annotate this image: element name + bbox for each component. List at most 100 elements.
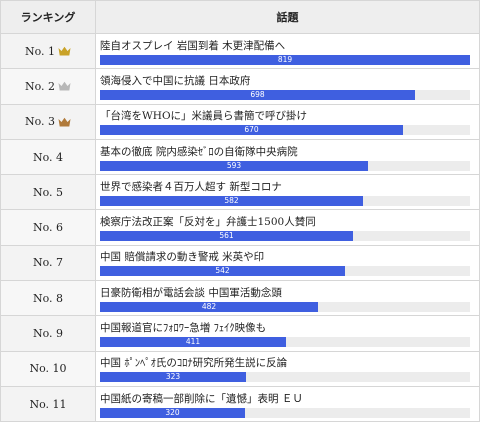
rank-label: No. 2: [24, 79, 56, 93]
rank-cell: No. 2: [0, 68, 96, 105]
topic-title-link[interactable]: 中国紙の寄稿一部削除に「遺憾」表明 ＥＵ: [100, 392, 303, 405]
table-row: No. 9 中国報道官にﾌｫﾛﾜｰ急増 ﾌｪｲｸ映像も 411: [0, 315, 480, 352]
rank-label-group: No. 9: [33, 327, 63, 340]
rank-label-group: No. 11: [29, 398, 66, 411]
rank-label: No. 1: [24, 44, 56, 58]
rank-label: No. 7: [32, 256, 64, 270]
score-value: 819: [277, 54, 293, 64]
table-row: No. 4 基本の徹底 院内感染ｾﾞﾛの自衛隊中央病院 593: [0, 138, 480, 176]
score-value: 542: [215, 266, 230, 276]
rank-label: No. 3: [24, 115, 56, 129]
topic-cell: 「台湾をWHOに」米議員ら書簡で呼び掛け 670: [95, 103, 480, 140]
topic-title-link[interactable]: 中国 ﾎﾟﾝﾍﾟｵ氏のｺﾛﾅ研究所発生説に反論: [100, 357, 288, 370]
score-bar: 411: [100, 337, 286, 348]
topic-cell: 日豪防衛相が電話会談 中国軍活動念頭 482: [95, 280, 480, 317]
score-bar-track: 819: [100, 54, 470, 65]
score-bar: 819: [100, 54, 470, 65]
topic-title-link[interactable]: 「台湾をWHOに」米議員ら書簡で呼び掛け: [100, 110, 308, 123]
rank-label-group: No. 1: [25, 45, 71, 58]
topic-cell: 基本の徹底 院内感染ｾﾞﾛの自衛隊中央病院 593: [95, 138, 480, 176]
score-bar-track: 670: [100, 125, 470, 136]
rank-label: No. 4: [32, 150, 64, 164]
rank-label-group: No. 10: [29, 362, 66, 375]
rank-label-group: No. 8: [33, 292, 63, 305]
table-row: No. 10 中国 ﾎﾟﾝﾍﾟｵ氏のｺﾛﾅ研究所発生説に反論 323: [0, 350, 480, 387]
score-bar: 670: [100, 125, 403, 136]
table-row: No. 8 日豪防衛相が電話会談 中国軍活動念頭 482: [0, 280, 480, 317]
score-bar: 320: [100, 407, 245, 418]
rank-cell: No. 4: [0, 138, 96, 176]
table-row: No. 5 世界で感染者４百万人超す 新型コロナ 582: [0, 174, 480, 211]
rank-label: No. 8: [32, 291, 64, 305]
rank-label-group: No. 5: [33, 186, 63, 199]
score-bar: 698: [100, 89, 415, 100]
topic-title-link[interactable]: 世界で感染者４百万人超す 新型コロナ: [100, 180, 282, 193]
topic-title-link[interactable]: 陸自オスプレイ 岩国到着 木更津配備へ: [100, 39, 286, 52]
score-bar-track: 593: [100, 160, 470, 171]
topic-title-link[interactable]: 基本の徹底 院内感染ｾﾞﾛの自衛隊中央病院: [100, 145, 298, 158]
score-bar: 561: [100, 231, 353, 242]
score-bar-track: 482: [100, 301, 470, 312]
score-bar-track: 698: [100, 89, 470, 100]
score-bar-track: 320: [100, 407, 470, 418]
score-value: 698: [250, 89, 265, 99]
score-bar: 542: [100, 266, 345, 277]
rank-cell: No. 5: [0, 174, 96, 211]
rank-cell: No. 6: [0, 209, 96, 246]
topic-column-header: 話題: [95, 0, 480, 34]
rank-cell: No. 10: [0, 350, 96, 387]
score-bar: 482: [100, 301, 318, 312]
rank-label: No. 9: [32, 327, 64, 341]
topic-cell: 領海侵入で中国に抗議 日本政府 698: [95, 68, 480, 105]
ranking-rows: No. 1 陸自オスプレイ 岩国到着 木更津配備へ 819 No. 2 領海侵入で中国に…: [0, 32, 480, 422]
rank-label: No. 10: [29, 362, 67, 376]
topic-title-link[interactable]: 中国報道官にﾌｫﾛﾜｰ急増 ﾌｪｲｸ映像も: [100, 322, 267, 335]
score-value: 561: [219, 231, 234, 241]
silver-crown-icon: [58, 82, 71, 91]
bronze-crown-icon: [58, 117, 71, 127]
rank-column-header: ランキング: [0, 0, 96, 34]
score-bar: 323: [100, 372, 246, 383]
score-bar-track: 323: [100, 372, 470, 383]
score-value: 593: [226, 160, 242, 170]
rank-cell: No. 7: [0, 244, 96, 282]
topic-cell: 中国紙の寄稿一部削除に「遺憾」表明 ＥＵ 320: [95, 385, 480, 422]
topic-cell: 検察庁法改正案「反対を」弁護士1500人賛同 561: [95, 209, 480, 246]
rank-cell: No. 3: [0, 103, 96, 140]
topic-cell: 中国報道官にﾌｫﾛﾜｰ急増 ﾌｪｲｸ映像も 411: [95, 315, 480, 352]
topic-title-link[interactable]: 日豪防衛相が電話会談 中国軍活動念頭: [100, 286, 282, 299]
topic-title-link[interactable]: 検察庁法改正案「反対を」弁護士1500人賛同: [100, 216, 316, 229]
topic-cell: 中国 ﾎﾟﾝﾍﾟｵ氏のｺﾛﾅ研究所発生説に反論 323: [95, 350, 480, 387]
score-bar-track: 561: [100, 231, 470, 242]
score-value: 670: [244, 125, 259, 135]
score-bar-track: 542: [100, 266, 470, 277]
gold-crown-icon: [58, 46, 71, 56]
score-value: 582: [224, 195, 239, 205]
rank-label: No. 6: [32, 221, 64, 235]
rank-label-group: No. 3: [25, 115, 71, 128]
table-row: No. 6 検察庁法改正案「反対を」弁護士1500人賛同 561: [0, 209, 480, 246]
topic-cell: 世界で感染者４百万人超す 新型コロナ 582: [95, 174, 480, 211]
score-bar: 593: [100, 160, 368, 171]
rank-cell: No. 11: [0, 385, 96, 422]
table-header-row: ランキング 話題: [0, 0, 480, 34]
topic-title-link[interactable]: 領海侵入で中国に抗議 日本政府: [100, 74, 251, 87]
rank-label-group: No. 4: [33, 151, 63, 164]
topic-title-link[interactable]: 中国 賠償請求の動き警戒 米英や印: [100, 251, 265, 264]
score-bar-track: 411: [100, 337, 470, 348]
rank-cell: No. 8: [0, 280, 96, 317]
topic-cell: 中国 賠償請求の動き警戒 米英や印 542: [95, 244, 480, 282]
table-row: No. 1 陸自オスプレイ 岩国到着 木更津配備へ 819: [0, 32, 480, 70]
rank-label-group: No. 7: [33, 256, 63, 269]
score-bar-track: 582: [100, 195, 470, 206]
rank-label: No. 11: [29, 397, 67, 411]
score-value: 482: [201, 301, 217, 311]
score-bar: 582: [100, 195, 363, 206]
score-value: 323: [165, 372, 181, 382]
table-row: No. 2 領海侵入で中国に抗議 日本政府 698: [0, 68, 480, 105]
rank-cell: No. 1: [0, 32, 96, 70]
rank-cell: No. 9: [0, 315, 96, 352]
topic-cell: 陸自オスプレイ 岩国到着 木更津配備へ 819: [95, 32, 480, 70]
